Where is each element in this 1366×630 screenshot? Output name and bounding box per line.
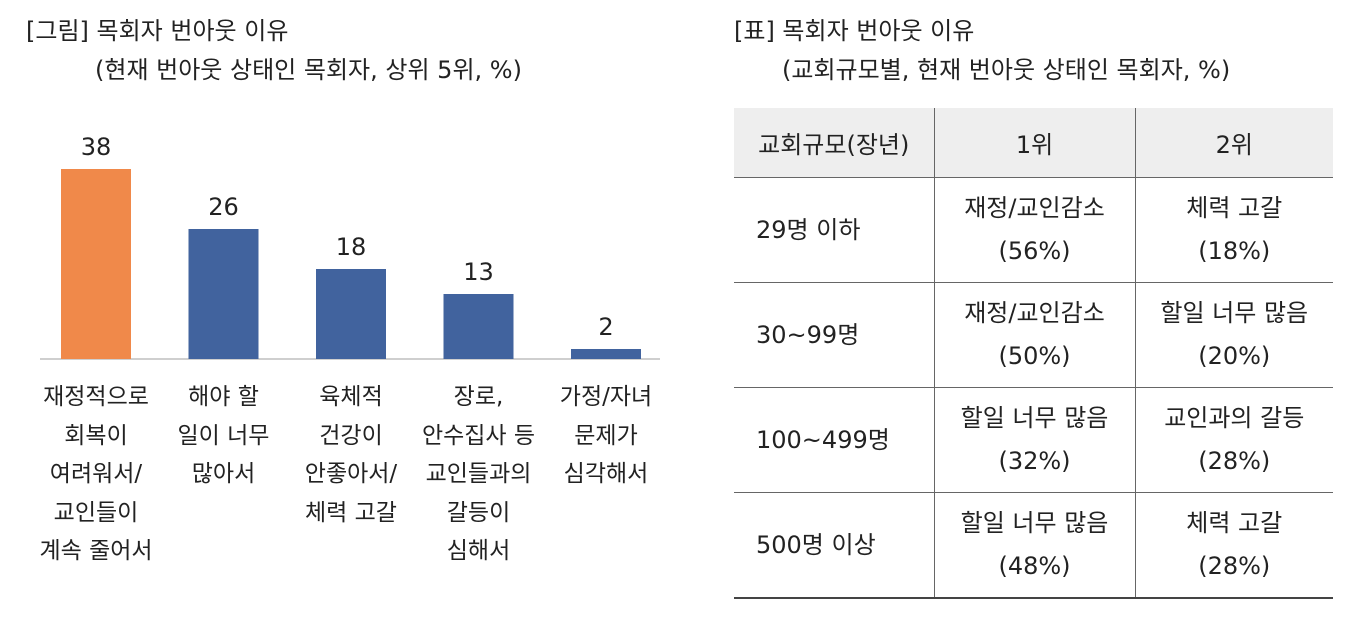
- data-label: 26: [208, 193, 239, 221]
- header-rank-2: 2위: [1134, 108, 1333, 178]
- table-row: 100~499명 할일 너무 많음 (32%) 교인과의 갈등 (28%): [734, 387, 1333, 493]
- category-label: 가정/자녀 문제가 심각해서: [559, 384, 653, 487]
- percent-text: (28%): [1198, 552, 1271, 580]
- reason-text: 할일 너무 많음: [960, 404, 1109, 432]
- data-label: 2: [598, 313, 613, 341]
- data-label: 18: [336, 233, 367, 261]
- table-subtitle: (교회규모별, 현재 번아웃 상태인 목회자, %): [782, 56, 1231, 84]
- percent-text: (50%): [998, 342, 1071, 370]
- reason-text: 교인과의 갈등: [1164, 404, 1305, 432]
- church-size-cell: 500명 이상: [734, 492, 934, 599]
- rank-2-cell: 교인과의 갈등 (28%): [1134, 387, 1333, 493]
- church-size-cell: 29명 이하: [734, 177, 934, 283]
- bar-chart: 38 26 18 13 2: [40, 133, 660, 360]
- rank-1-cell: 재정/교인감소 (50%): [933, 282, 1135, 388]
- category-label: 장로, 안수집사 등 교인들과의 갈등이 심해서: [421, 384, 536, 564]
- church-size-cell: 30~99명: [734, 282, 934, 388]
- rank-2-cell: 체력 고갈 (28%): [1134, 492, 1333, 599]
- percent-text: (48%): [998, 552, 1071, 580]
- percent-text: (28%): [1198, 447, 1271, 475]
- percent-text: (20%): [1198, 342, 1271, 370]
- bar: [571, 349, 641, 359]
- reason-text: 재정/교인감소: [964, 299, 1105, 327]
- table-row: 30~99명 재정/교인감소 (50%) 할일 너무 많음 (20%): [734, 282, 1333, 388]
- percent-text: (32%): [998, 447, 1071, 475]
- rank-2-cell: 체력 고갈 (18%): [1134, 177, 1333, 283]
- table-row: 500명 이상 할일 너무 많음 (48%) 체력 고갈 (28%): [734, 492, 1333, 599]
- reason-text: 체력 고갈: [1186, 509, 1283, 537]
- header-church-size: 교회규모(장년): [734, 108, 934, 178]
- chart-title: [그림] 목회자 번아웃 이유: [26, 17, 289, 45]
- bar: [316, 269, 386, 359]
- chart-subtitle: (현재 번아웃 상태인 목회자, 상위 5위, %): [95, 56, 522, 84]
- data-label: 13: [463, 258, 494, 286]
- bar: [188, 229, 259, 359]
- table-row: 29명 이하 재정/교인감소 (56%) 체력 고갈 (18%): [734, 177, 1333, 283]
- reason-text: 재정/교인감소: [964, 194, 1105, 222]
- rank-2-cell: 할일 너무 많음 (20%): [1134, 282, 1333, 388]
- category-label: 육체적 건강이 안좋아서/ 체력 고갈: [304, 384, 398, 526]
- category-label: 해야 할 일이 너무 많아서: [177, 384, 270, 487]
- data-label: 38: [81, 133, 112, 161]
- bar: [443, 294, 514, 359]
- rank-1-cell: 재정/교인감소 (56%): [933, 177, 1135, 283]
- percent-text: (18%): [1198, 237, 1271, 265]
- church-size-cell: 100~499명: [734, 387, 934, 493]
- rank-1-cell: 할일 너무 많음 (32%): [933, 387, 1135, 493]
- reason-text: 할일 너무 많음: [960, 509, 1109, 537]
- header-rank-1: 1위: [933, 108, 1135, 178]
- table-header-row: 교회규모(장년) 1위 2위: [734, 108, 1333, 178]
- percent-text: (56%): [998, 237, 1071, 265]
- bar: [61, 169, 131, 359]
- burnout-by-church-size-table: 교회규모(장년) 1위 2위 29명 이하 재정/교인감소 (56%) 체력 고갈…: [734, 108, 1333, 599]
- category-label: 재정적으로 회복이 여려워서/ 교인들이 계속 줄어서: [39, 384, 153, 564]
- reason-text: 할일 너무 많음: [1160, 299, 1309, 327]
- rank-1-cell: 할일 너무 많음 (48%): [933, 492, 1135, 599]
- table-title: [표] 목회자 번아웃 이유: [734, 17, 975, 45]
- reason-text: 체력 고갈: [1186, 194, 1283, 222]
